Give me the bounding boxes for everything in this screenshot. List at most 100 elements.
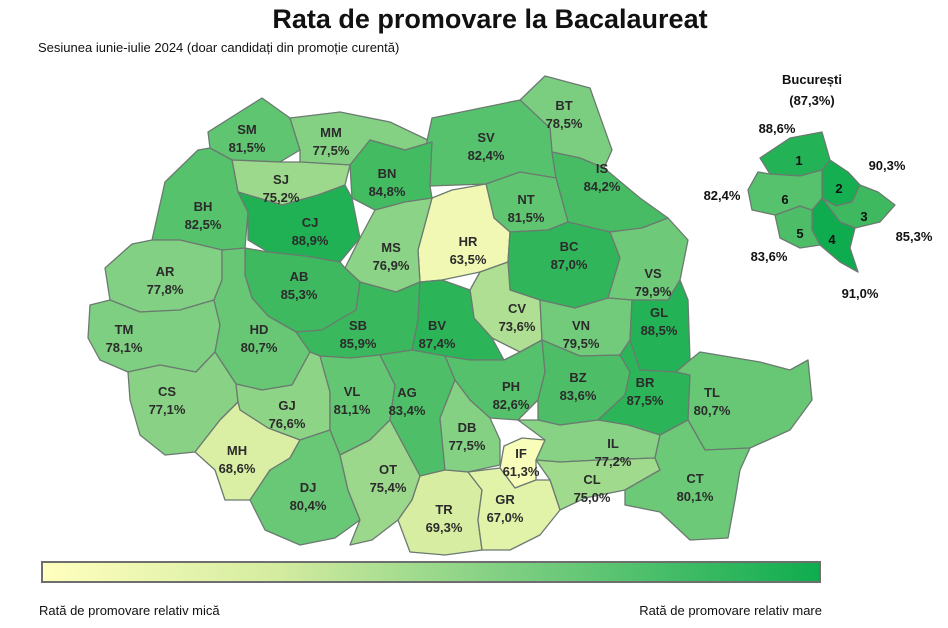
county-value-tr: 69,3% xyxy=(426,520,463,535)
county-value-cs: 77,1% xyxy=(149,402,186,417)
county-value-ms: 76,9% xyxy=(373,258,410,273)
county-value-cv: 73,6% xyxy=(499,319,536,334)
county-value-tm: 78,1% xyxy=(106,340,143,355)
county-cj xyxy=(237,184,361,263)
bucharest-sector-number-4: 4 xyxy=(828,232,836,247)
county-value-mh: 68,6% xyxy=(219,461,256,476)
county-code-cl: CL xyxy=(583,472,600,487)
county-code-if: IF xyxy=(515,446,527,461)
county-value-bt: 78,5% xyxy=(546,116,583,131)
county-code-bz: BZ xyxy=(569,370,586,385)
county-value-is: 84,2% xyxy=(584,179,621,194)
county-value-gr: 67,0% xyxy=(487,510,524,525)
bucharest-value: (87,3%) xyxy=(789,93,835,108)
county-value-ph: 82,6% xyxy=(493,397,530,412)
bucharest-sector-value-1: 88,6% xyxy=(759,121,796,136)
county-code-bt: BT xyxy=(555,98,572,113)
county-value-vl: 81,1% xyxy=(334,402,371,417)
county-ct xyxy=(624,419,751,541)
county-value-cl: 75,0% xyxy=(574,490,611,505)
county-code-tr: TR xyxy=(435,502,453,517)
county-bn xyxy=(349,139,433,211)
county-value-vn: 79,5% xyxy=(563,336,600,351)
bucharest-sector-value-5: 83,6% xyxy=(751,249,788,264)
county-code-bh: BH xyxy=(194,199,213,214)
county-code-vs: VS xyxy=(644,266,662,281)
county-code-cs: CS xyxy=(158,384,176,399)
bucharest-sector-number-2: 2 xyxy=(835,181,842,196)
county-code-tm: TM xyxy=(115,322,134,337)
county-value-sj: 75,2% xyxy=(263,190,300,205)
county-value-il: 77,2% xyxy=(595,454,632,469)
county-value-br: 87,5% xyxy=(627,393,664,408)
bucharest-sector-number-5: 5 xyxy=(796,226,803,241)
legend-gradient-bar xyxy=(41,561,821,583)
county-value-ag: 83,4% xyxy=(389,403,426,418)
county-tm xyxy=(87,299,221,373)
county-code-sb: SB xyxy=(349,318,367,333)
legend-high-label: Rată de promovare relativ mare xyxy=(639,603,822,618)
county-value-sv: 82,4% xyxy=(468,148,505,163)
bucharest-sector-number-6: 6 xyxy=(781,192,788,207)
county-value-db: 77,5% xyxy=(449,438,486,453)
county-value-bh: 82,5% xyxy=(185,217,222,232)
bucharest-name: București xyxy=(782,72,842,87)
county-value-gj: 76,6% xyxy=(269,416,306,431)
county-code-ms: MS xyxy=(381,240,401,255)
county-value-ot: 75,4% xyxy=(370,480,407,495)
county-code-cv: CV xyxy=(508,301,526,316)
county-value-ab: 85,3% xyxy=(281,287,318,302)
county-value-nt: 81,5% xyxy=(508,210,545,225)
county-code-tl: TL xyxy=(704,385,720,400)
county-value-vs: 79,9% xyxy=(635,284,672,299)
county-value-gl: 88,5% xyxy=(641,323,678,338)
county-code-sm: SM xyxy=(237,122,257,137)
bucharest-sector-number-1: 1 xyxy=(795,153,802,168)
county-value-tl: 80,7% xyxy=(694,403,731,418)
county-code-ag: AG xyxy=(397,385,417,400)
county-code-mh: MH xyxy=(227,443,247,458)
county-code-ab: AB xyxy=(290,269,309,284)
county-code-hr: HR xyxy=(459,234,478,249)
county-code-gr: GR xyxy=(495,492,515,507)
county-gr xyxy=(467,467,561,551)
county-value-bz: 83,6% xyxy=(560,388,597,403)
map-subtitle: Sesiunea iunie-iulie 2024 (doar candidaț… xyxy=(38,40,400,55)
county-code-db: DB xyxy=(458,420,477,435)
bucharest-sector-6 xyxy=(747,169,823,216)
map-title: Rata de promovare la Bacalaureat xyxy=(272,4,708,34)
county-value-cj: 88,9% xyxy=(292,233,329,248)
county-code-is: IS xyxy=(596,161,609,176)
county-code-dj: DJ xyxy=(300,480,317,495)
county-value-ar: 77,8% xyxy=(147,282,184,297)
county-code-bv: BV xyxy=(428,318,446,333)
bucharest-sector-value-2: 90,3% xyxy=(869,158,906,173)
bucharest-sector-value-3: 85,3% xyxy=(896,229,933,244)
county-code-il: IL xyxy=(607,436,619,451)
bucharest-sector-value-4: 91,0% xyxy=(842,286,879,301)
county-code-nt: NT xyxy=(517,192,534,207)
bucharest-sector-number-3: 3 xyxy=(860,209,867,224)
county-code-bn: BN xyxy=(378,166,397,181)
county-code-gj: GJ xyxy=(278,398,295,413)
county-value-dj: 80,4% xyxy=(290,498,327,513)
county-code-br: BR xyxy=(636,375,655,390)
county-value-hd: 80,7% xyxy=(241,340,278,355)
legend-low-label: Rată de promovare relativ mică xyxy=(39,603,220,618)
county-value-ct: 80,1% xyxy=(677,489,714,504)
county-code-bc: BC xyxy=(560,239,579,254)
county-value-bc: 87,0% xyxy=(551,257,588,272)
county-code-cj: CJ xyxy=(302,215,319,230)
bucharest-sector-value-6: 82,4% xyxy=(704,188,741,203)
county-value-if: 61,3% xyxy=(503,464,540,479)
county-code-hd: HD xyxy=(250,322,269,337)
county-code-ct: CT xyxy=(686,471,703,486)
county-value-hr: 63,5% xyxy=(450,252,487,267)
county-code-vn: VN xyxy=(572,318,590,333)
county-code-mm: MM xyxy=(320,125,342,140)
county-value-bn: 84,8% xyxy=(369,184,406,199)
county-code-ph: PH xyxy=(502,379,520,394)
county-value-sb: 85,9% xyxy=(340,336,377,351)
county-code-sv: SV xyxy=(477,130,495,145)
